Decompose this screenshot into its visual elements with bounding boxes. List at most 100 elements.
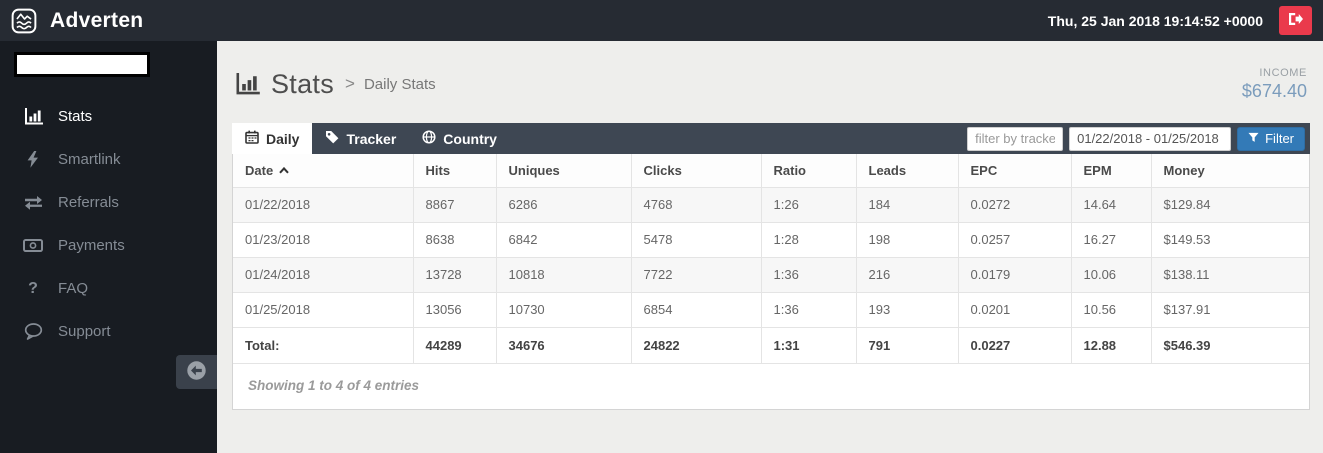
sidebar-item-stats[interactable]: Stats [0, 95, 217, 138]
sidebar-item-label: Stats [58, 108, 93, 125]
cell-ratio: 1:36 [760, 291, 857, 328]
tag-icon [325, 130, 339, 147]
table-row: 01/22/2018 8867 6286 4768 1:26 184 0.027… [233, 186, 1309, 223]
app-body: Stats Smartlink Referrals [0, 41, 1323, 453]
topbar: Adverten Thu, 25 Jan 2018 19:14:52 +0000 [0, 0, 1323, 41]
tab-label: Country [443, 130, 497, 147]
page-title: Stats [271, 68, 335, 99]
stats-toolbar: Daily Tracker Country [232, 123, 1310, 154]
column-header-uniques[interactable]: Uniques [495, 154, 632, 188]
username-redacted-box [14, 52, 150, 77]
adverten-logo-icon [11, 8, 37, 34]
question-icon: ? [28, 279, 38, 297]
column-header-epm[interactable]: EPM [1070, 154, 1152, 188]
cell-ratio: 1:26 [760, 186, 857, 223]
sidebar-item-faq[interactable]: ? FAQ [0, 267, 217, 310]
tab-country[interactable]: Country [409, 123, 510, 154]
filter-button-label: Filter [1265, 131, 1294, 146]
cell-epm: 10.06 [1070, 256, 1152, 293]
cell-leads: 198 [855, 221, 959, 258]
sidebar-item-label: Referrals [58, 194, 119, 211]
cell-clicks: 6854 [630, 291, 762, 328]
total-uniques: 34676 [495, 326, 632, 364]
topbar-right: Thu, 25 Jan 2018 19:14:52 +0000 [1048, 6, 1312, 35]
sidebar-menu: Stats Smartlink Referrals [0, 95, 217, 353]
cell-clicks: 4768 [630, 186, 762, 223]
column-header-hits[interactable]: Hits [412, 154, 497, 188]
cell-date: 01/25/2018 [233, 291, 414, 328]
bar-chart-icon [21, 108, 45, 125]
income-summary: INCOME $674.40 [1242, 67, 1307, 102]
server-datetime: Thu, 25 Jan 2018 19:14:52 +0000 [1047, 12, 1263, 29]
arrow-left-circle-icon [186, 360, 207, 384]
total-label: Total: [233, 326, 414, 364]
cell-leads: 216 [855, 256, 959, 293]
cell-ratio: 1:28 [760, 221, 857, 258]
sidebar-item-label: Smartlink [58, 151, 121, 168]
table-row: 01/24/2018 13728 10818 7722 1:36 216 0.0… [233, 256, 1309, 293]
column-header-leads[interactable]: Leads [855, 154, 959, 188]
bolt-icon [21, 151, 45, 168]
entries-summary: Showing 1 to 4 of 4 entries [248, 377, 420, 393]
cell-epc: 0.0201 [957, 291, 1072, 328]
total-clicks: 24822 [630, 326, 762, 364]
cell-uniques: 10818 [495, 256, 632, 293]
sidebar-item-smartlink[interactable]: Smartlink [0, 138, 217, 181]
cell-uniques: 10730 [495, 291, 632, 328]
cell-epc: 0.0257 [957, 221, 1072, 258]
cell-clicks: 5478 [630, 221, 762, 258]
sidebar-item-referrals[interactable]: Referrals [0, 181, 217, 224]
sidebar-item-label: Payments [58, 237, 125, 254]
total-leads: 791 [855, 326, 959, 364]
total-epm: 12.88 [1070, 326, 1152, 364]
cell-uniques: 6842 [495, 221, 632, 258]
page-header: Stats > Daily Stats INCOME $674.40 [217, 41, 1323, 123]
table-row: 01/25/2018 13056 10730 6854 1:36 193 0.0… [233, 291, 1309, 328]
cell-clicks: 7722 [630, 256, 762, 293]
cell-uniques: 6286 [495, 186, 632, 223]
funnel-icon [1248, 131, 1259, 146]
sidebar-item-label: Support [58, 323, 111, 340]
column-header-money[interactable]: Money [1150, 154, 1309, 188]
sidebar-collapse-button[interactable] [176, 355, 217, 389]
calendar-icon [245, 130, 259, 147]
cell-hits: 8638 [412, 221, 497, 258]
tab-label: Daily [266, 130, 300, 147]
total-hits: 44289 [412, 326, 497, 364]
tracker-filter-input[interactable] [967, 126, 1064, 151]
cell-hits: 13728 [412, 256, 497, 293]
page-subtitle: Daily Stats [363, 75, 436, 93]
filter-button[interactable]: Filter [1237, 126, 1305, 151]
cell-epm: 16.27 [1070, 221, 1152, 258]
cell-hits: 13056 [412, 291, 497, 328]
income-value: $674.40 [1241, 80, 1307, 101]
stats-panel: Date Hits Uniques Clicks Ratio Leads EPC… [232, 154, 1310, 410]
table-row: 01/23/2018 8638 6842 5478 1:28 198 0.025… [233, 221, 1309, 258]
cell-epc: 0.0179 [957, 256, 1072, 293]
tab-tracker[interactable]: Tracker [312, 123, 409, 154]
sidebar: Stats Smartlink Referrals [0, 41, 217, 453]
breadcrumb: Stats > Daily Stats [235, 69, 436, 100]
cell-money: $149.53 [1150, 221, 1309, 258]
brand-name: Adverten [50, 8, 144, 32]
sidebar-item-label: FAQ [58, 280, 89, 297]
tab-label: Tracker [346, 130, 397, 147]
tab-daily[interactable]: Daily [232, 123, 313, 154]
cell-hits: 8867 [412, 186, 497, 223]
logout-button[interactable] [1279, 6, 1312, 35]
cell-money: $129.84 [1150, 186, 1309, 223]
column-header-epc[interactable]: EPC [957, 154, 1072, 188]
column-header-clicks[interactable]: Clicks [630, 154, 762, 188]
date-range-input[interactable] [1069, 126, 1232, 151]
cell-ratio: 1:36 [760, 256, 857, 293]
sign-out-icon [1287, 11, 1304, 30]
column-header-date[interactable]: Date [233, 154, 414, 188]
column-header-ratio[interactable]: Ratio [760, 154, 857, 188]
exchange-icon [21, 195, 45, 210]
main-content: Stats > Daily Stats INCOME $674.40 [217, 41, 1323, 453]
sidebar-item-payments[interactable]: Payments [0, 224, 217, 267]
sidebar-item-support[interactable]: Support [0, 310, 217, 353]
cell-date: 01/23/2018 [233, 221, 414, 258]
total-epc: 0.0227 [957, 326, 1072, 364]
cell-leads: 184 [855, 186, 959, 223]
